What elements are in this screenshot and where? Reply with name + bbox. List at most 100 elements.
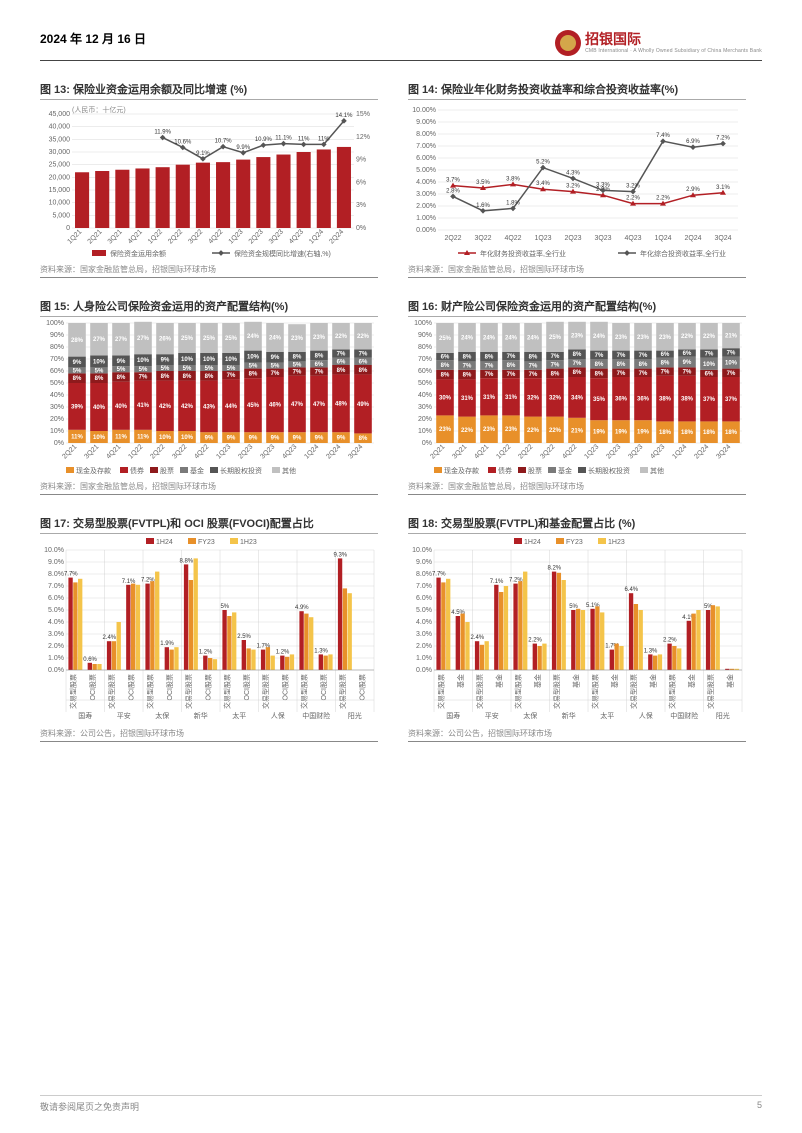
- svg-text:OCI股票: OCI股票: [127, 674, 135, 700]
- svg-text:5,000: 5,000: [52, 212, 70, 219]
- svg-text:交易型股票: 交易型股票: [475, 674, 484, 709]
- svg-text:18%: 18%: [681, 430, 694, 436]
- svg-text:0%: 0%: [422, 440, 432, 447]
- svg-text:4.00%: 4.00%: [416, 179, 436, 186]
- svg-text:8%: 8%: [441, 363, 450, 369]
- svg-text:8%: 8%: [441, 373, 450, 379]
- svg-text:7%: 7%: [359, 352, 368, 358]
- svg-text:基金: 基金: [190, 466, 204, 475]
- svg-text:3.2%: 3.2%: [626, 184, 640, 190]
- svg-text:38%: 38%: [681, 397, 694, 403]
- svg-text:0.0%: 0.0%: [48, 667, 64, 674]
- svg-text:交易型股票: 交易型股票: [437, 674, 446, 709]
- svg-text:25%: 25%: [549, 335, 562, 341]
- svg-text:2.2%: 2.2%: [656, 196, 670, 202]
- svg-text:10%: 10%: [247, 355, 260, 361]
- svg-text:4Q23: 4Q23: [649, 443, 666, 460]
- svg-text:2.2%: 2.2%: [626, 196, 640, 202]
- svg-text:9.00%: 9.00%: [416, 119, 436, 126]
- svg-text:OCI股票: OCI股票: [281, 674, 289, 700]
- svg-text:36%: 36%: [615, 397, 628, 403]
- svg-text:24%: 24%: [593, 334, 606, 340]
- svg-text:2Q22: 2Q22: [517, 443, 534, 460]
- svg-text:交易型股票: 交易型股票: [223, 674, 232, 709]
- svg-text:24%: 24%: [483, 335, 496, 341]
- svg-text:1H24: 1H24: [524, 539, 541, 546]
- svg-text:24%: 24%: [461, 335, 474, 341]
- svg-text:OCI股票: OCI股票: [358, 674, 366, 700]
- fig13-chart: (人民币：十亿元)05,00010,00015,00020,00025,0003…: [40, 102, 378, 262]
- svg-text:3Q21: 3Q21: [451, 443, 468, 460]
- svg-text:8%: 8%: [205, 374, 214, 380]
- svg-text:基金: 基金: [456, 674, 465, 688]
- svg-text:7%: 7%: [463, 364, 472, 370]
- svg-text:3.0%: 3.0%: [416, 631, 432, 638]
- svg-text:25%: 25%: [225, 336, 238, 342]
- svg-text:22%: 22%: [681, 334, 694, 340]
- svg-text:8%: 8%: [315, 353, 324, 359]
- svg-text:7%: 7%: [315, 370, 324, 376]
- svg-text:国寿: 国寿: [78, 711, 92, 720]
- svg-text:44%: 44%: [225, 404, 238, 410]
- fig15-cell: 图 15: 人身险公司保险资金运用的资产配置结构(%) 0%10%20%30%4…: [40, 298, 378, 495]
- svg-text:7%: 7%: [595, 353, 604, 359]
- disclaimer: 敬请参阅尾页之免责声明: [40, 1100, 139, 1113]
- svg-text:1.00%: 1.00%: [416, 215, 436, 222]
- svg-text:交易型股票: 交易型股票: [629, 674, 638, 709]
- svg-text:8%: 8%: [595, 362, 604, 368]
- svg-text:2Q24: 2Q24: [684, 235, 701, 242]
- svg-text:9%: 9%: [249, 436, 258, 442]
- svg-text:1.0%: 1.0%: [48, 655, 64, 662]
- svg-text:23%: 23%: [615, 335, 628, 341]
- svg-text:交易型股票: 交易型股票: [184, 674, 193, 709]
- svg-text:平安: 平安: [485, 711, 499, 720]
- svg-text:8%: 8%: [595, 371, 604, 377]
- svg-text:交易型股票: 交易型股票: [706, 674, 715, 709]
- svg-text:交易型股票: 交易型股票: [300, 674, 309, 709]
- svg-text:1.3%: 1.3%: [314, 648, 328, 654]
- svg-text:23%: 23%: [439, 427, 452, 433]
- svg-text:6%: 6%: [661, 352, 670, 358]
- svg-text:7%: 7%: [617, 371, 626, 377]
- svg-text:90%: 90%: [418, 332, 432, 339]
- svg-text:100%: 100%: [46, 320, 64, 327]
- svg-text:35%: 35%: [593, 397, 606, 403]
- svg-text:2.9%: 2.9%: [686, 187, 700, 193]
- svg-text:1Q22: 1Q22: [147, 228, 164, 245]
- svg-text:40%: 40%: [93, 405, 106, 411]
- svg-text:43%: 43%: [203, 404, 216, 410]
- svg-text:7%: 7%: [485, 364, 494, 370]
- svg-text:10%: 10%: [225, 357, 238, 363]
- svg-text:0: 0: [66, 225, 70, 232]
- svg-text:6%: 6%: [705, 371, 714, 377]
- svg-text:7.00%: 7.00%: [416, 143, 436, 150]
- svg-text:7%: 7%: [661, 370, 670, 376]
- svg-text:10%: 10%: [93, 435, 106, 441]
- svg-text:4Q23: 4Q23: [288, 228, 305, 245]
- svg-text:0.6%: 0.6%: [83, 657, 97, 663]
- svg-text:股票: 股票: [528, 467, 542, 475]
- svg-text:1.2%: 1.2%: [199, 650, 213, 656]
- svg-text:23%: 23%: [637, 335, 650, 341]
- svg-text:22%: 22%: [335, 334, 348, 340]
- svg-text:3Q23: 3Q23: [259, 443, 276, 460]
- svg-text:2Q23: 2Q23: [605, 443, 622, 460]
- svg-text:37%: 37%: [725, 397, 738, 403]
- svg-text:6%: 6%: [683, 351, 692, 357]
- svg-text:11.9%: 11.9%: [154, 130, 171, 136]
- svg-text:9%: 9%: [73, 360, 82, 366]
- svg-text:3Q22: 3Q22: [474, 235, 491, 242]
- svg-text:70%: 70%: [418, 356, 432, 363]
- svg-text:长期股权投资: 长期股权投资: [220, 466, 262, 475]
- svg-text:2.00%: 2.00%: [416, 203, 436, 210]
- svg-text:保险资金规模同比增速(右轴,%): 保险资金规模同比增速(右轴,%): [234, 249, 331, 258]
- svg-text:6.9%: 6.9%: [686, 139, 700, 145]
- svg-text:7%: 7%: [293, 370, 302, 376]
- svg-text:8%: 8%: [573, 370, 582, 376]
- svg-text:交易型股票: 交易型股票: [69, 674, 78, 709]
- svg-text:7%: 7%: [727, 350, 736, 356]
- fig16-cell: 图 16: 财产险公司保险资金运用的资产配置结构(%) 0%10%20%30%4…: [408, 298, 746, 495]
- svg-text:7.1%: 7.1%: [490, 579, 504, 585]
- svg-text:5.0%: 5.0%: [48, 607, 64, 614]
- svg-text:30%: 30%: [418, 404, 432, 411]
